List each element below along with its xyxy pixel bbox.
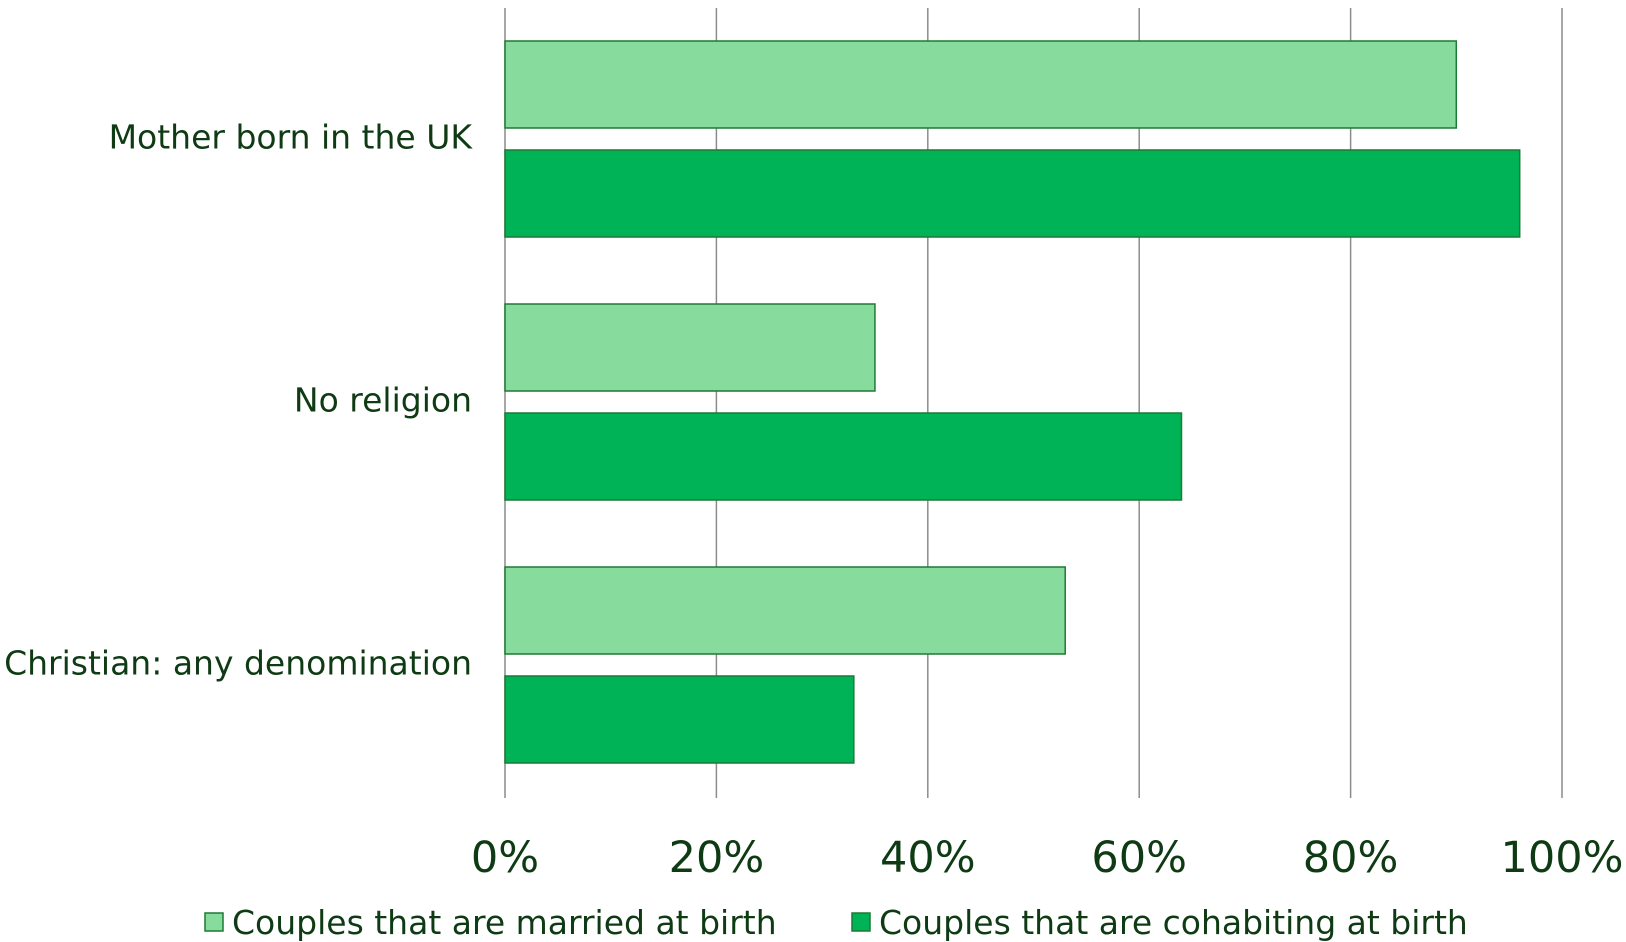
bar-cohabiting-0	[504, 149, 1521, 238]
legend-label: Couples that are married at birth	[232, 903, 777, 942]
bar-married-0	[504, 40, 1458, 129]
x-tick-label: 60%	[1091, 833, 1187, 883]
legend-swatch	[851, 912, 871, 932]
x-tick-label: 0%	[471, 833, 539, 883]
x-tick-label: 100%	[1501, 833, 1624, 883]
category-label: No religion	[294, 381, 472, 420]
bar-married-1	[504, 303, 876, 392]
bar-cohabiting-1	[504, 412, 1183, 501]
bars	[504, 40, 1521, 764]
x-axis-tick-labels: 0% 20% 40% 60% 80% 100%	[471, 833, 1624, 883]
category-label: Mother born in the UK	[109, 118, 474, 157]
x-tick-label: 20%	[669, 833, 765, 883]
bar-married-2	[504, 566, 1066, 655]
x-tick-label: 40%	[880, 833, 976, 883]
category-label: Christian: any denomination	[4, 644, 472, 683]
bar-cohabiting-2	[504, 675, 855, 764]
category-labels: Mother born in the UK No religion Christia…	[4, 118, 473, 683]
x-tick-label: 80%	[1303, 833, 1399, 883]
legend: Couples that are married at birth Couples…	[204, 903, 1468, 942]
legend-swatch	[204, 912, 224, 932]
gridlines	[504, 8, 1563, 798]
legend-label: Couples that are cohabiting at birth	[879, 903, 1468, 942]
